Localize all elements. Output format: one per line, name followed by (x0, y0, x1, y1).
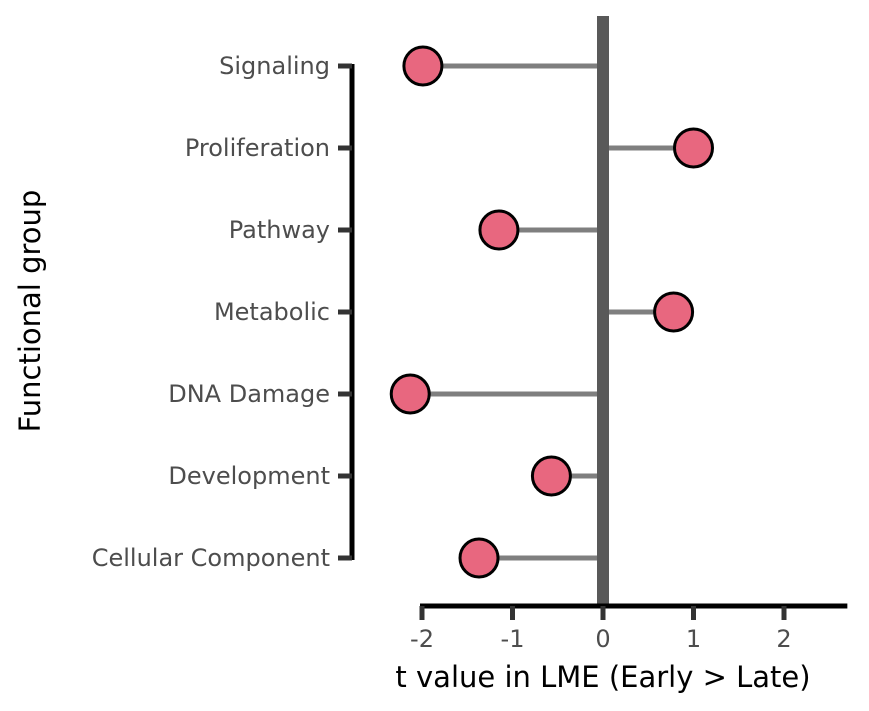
x-tick-label: 2 (776, 625, 791, 653)
x-tick-label: 0 (595, 625, 610, 653)
y-tick-label: Signaling (219, 52, 330, 80)
y-axis-title: Functional group (13, 190, 47, 433)
y-tick-label: Pathway (229, 216, 330, 244)
data-point (530, 455, 572, 497)
x-tick-label: -2 (410, 625, 434, 653)
x-tick-label: 1 (686, 625, 701, 653)
y-tick-label: DNA Damage (168, 380, 330, 408)
data-point (478, 209, 520, 251)
y-ticks: Signaling Proliferation Pathway Metabolic DN… (92, 52, 352, 572)
y-tick-label: Metabolic (214, 298, 330, 326)
data-point (653, 291, 695, 333)
x-axis: -2 -1 0 1 2 (410, 603, 848, 653)
y-tick-label: Development (168, 462, 330, 490)
x-ticks: -2 -1 0 1 2 (410, 606, 792, 653)
data-point (402, 45, 444, 87)
stems-group (410, 63, 694, 561)
x-axis-title: t value in LME (Early > Late) (395, 660, 810, 694)
data-point (673, 127, 714, 169)
data-point (458, 537, 500, 579)
points-group (389, 45, 714, 579)
x-tick-label: -1 (501, 625, 525, 653)
data-point (389, 373, 431, 415)
y-tick-label: Cellular Component (92, 544, 330, 572)
y-axis: Signaling Proliferation Pathway Metabolic DN… (92, 52, 355, 572)
y-tick-label: Proliferation (185, 134, 330, 162)
